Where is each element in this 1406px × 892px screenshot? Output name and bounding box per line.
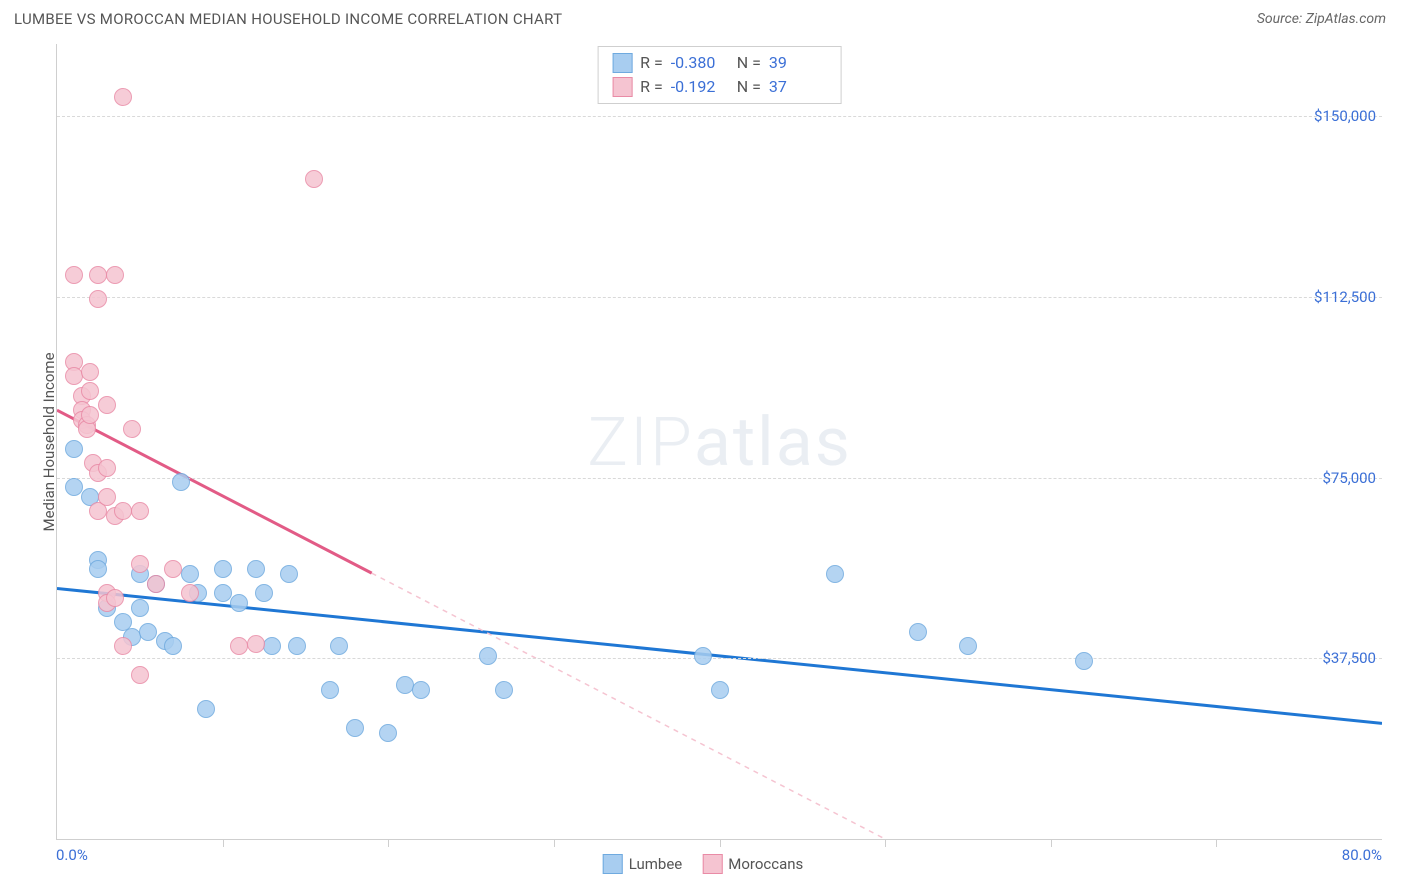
stats-row-moroccans: R = -0.192 N = 37 xyxy=(612,75,827,99)
data-point xyxy=(147,575,165,593)
legend-item-moroccans: Moroccans xyxy=(702,854,803,874)
stats-legend: R = -0.380 N = 39 R = -0.192 N = 37 xyxy=(597,46,842,104)
data-point xyxy=(396,676,414,694)
source-attribution: Source: ZipAtlas.com xyxy=(1257,11,1386,27)
y-tick-label: $150,000 xyxy=(1314,107,1376,125)
data-point xyxy=(214,560,232,578)
data-point xyxy=(959,637,977,655)
data-point xyxy=(280,565,298,583)
data-point xyxy=(131,555,149,573)
x-tick xyxy=(1216,839,1217,847)
data-point xyxy=(711,681,729,699)
data-point xyxy=(131,666,149,684)
data-point xyxy=(247,635,265,653)
data-point xyxy=(98,488,116,506)
x-min-label: 0.0% xyxy=(56,846,88,864)
gridline xyxy=(57,658,1382,659)
data-point xyxy=(288,637,306,655)
data-point xyxy=(214,584,232,602)
data-point xyxy=(495,681,513,699)
data-point xyxy=(826,565,844,583)
data-point xyxy=(81,382,99,400)
data-point xyxy=(65,478,83,496)
data-point xyxy=(694,647,712,665)
x-max-label: 80.0% xyxy=(1342,846,1382,864)
data-point xyxy=(305,170,323,188)
data-point xyxy=(65,367,83,385)
data-point xyxy=(412,681,430,699)
plot-area: Median Household Income ZIPatlas R = -0.… xyxy=(56,44,1382,840)
data-point xyxy=(181,584,199,602)
data-point xyxy=(164,637,182,655)
gridline xyxy=(57,116,1382,117)
data-point xyxy=(106,266,124,284)
data-point xyxy=(255,584,273,602)
chart-container: Median Household Income ZIPatlas R = -0.… xyxy=(14,44,1392,878)
chart-header: LUMBEE VS MOROCCAN MEDIAN HOUSEHOLD INCO… xyxy=(0,0,1406,34)
x-tick xyxy=(720,839,721,847)
gridline xyxy=(57,478,1382,479)
data-point xyxy=(139,623,157,641)
y-tick-label: $112,500 xyxy=(1314,288,1376,306)
data-point xyxy=(346,719,364,737)
legend-item-lumbee: Lumbee xyxy=(603,854,683,874)
x-tick xyxy=(885,839,886,847)
data-point xyxy=(131,599,149,617)
data-point xyxy=(81,406,99,424)
x-tick xyxy=(223,839,224,847)
data-point xyxy=(321,681,339,699)
data-point xyxy=(106,589,124,607)
data-point xyxy=(164,560,182,578)
data-point xyxy=(379,724,397,742)
swatch-lumbee-icon xyxy=(603,854,623,874)
data-point xyxy=(172,473,190,491)
x-tick xyxy=(1051,839,1052,847)
swatch-moroccans xyxy=(612,77,632,97)
axis-legend: Lumbee Moroccans xyxy=(603,854,804,874)
swatch-moroccans-icon xyxy=(702,854,722,874)
data-point xyxy=(197,700,215,718)
data-point xyxy=(81,363,99,381)
stats-row-lumbee: R = -0.380 N = 39 xyxy=(612,51,827,75)
data-point xyxy=(247,560,265,578)
data-point xyxy=(89,290,107,308)
data-point xyxy=(909,623,927,641)
data-point xyxy=(1075,652,1093,670)
data-point xyxy=(230,637,248,655)
data-point xyxy=(65,440,83,458)
y-tick-label: $75,000 xyxy=(1322,469,1376,487)
data-point xyxy=(230,594,248,612)
data-point xyxy=(479,647,497,665)
data-point xyxy=(114,88,132,106)
data-point xyxy=(330,637,348,655)
data-point xyxy=(114,502,132,520)
data-point xyxy=(123,420,141,438)
data-point xyxy=(114,637,132,655)
data-point xyxy=(131,502,149,520)
data-point xyxy=(89,560,107,578)
y-axis-label: Median Household Income xyxy=(40,352,58,531)
x-tick xyxy=(554,839,555,847)
chart-title: LUMBEE VS MOROCCAN MEDIAN HOUSEHOLD INCO… xyxy=(14,10,562,28)
data-point xyxy=(89,266,107,284)
data-point xyxy=(181,565,199,583)
data-point xyxy=(65,266,83,284)
gridline xyxy=(57,297,1382,298)
y-tick-label: $37,500 xyxy=(1322,649,1376,667)
data-point xyxy=(98,396,116,414)
data-point xyxy=(263,637,281,655)
swatch-lumbee xyxy=(612,53,632,73)
x-tick xyxy=(388,839,389,847)
watermark: ZIPatlas xyxy=(587,402,852,482)
data-point xyxy=(98,459,116,477)
trend-lines xyxy=(57,44,1382,839)
